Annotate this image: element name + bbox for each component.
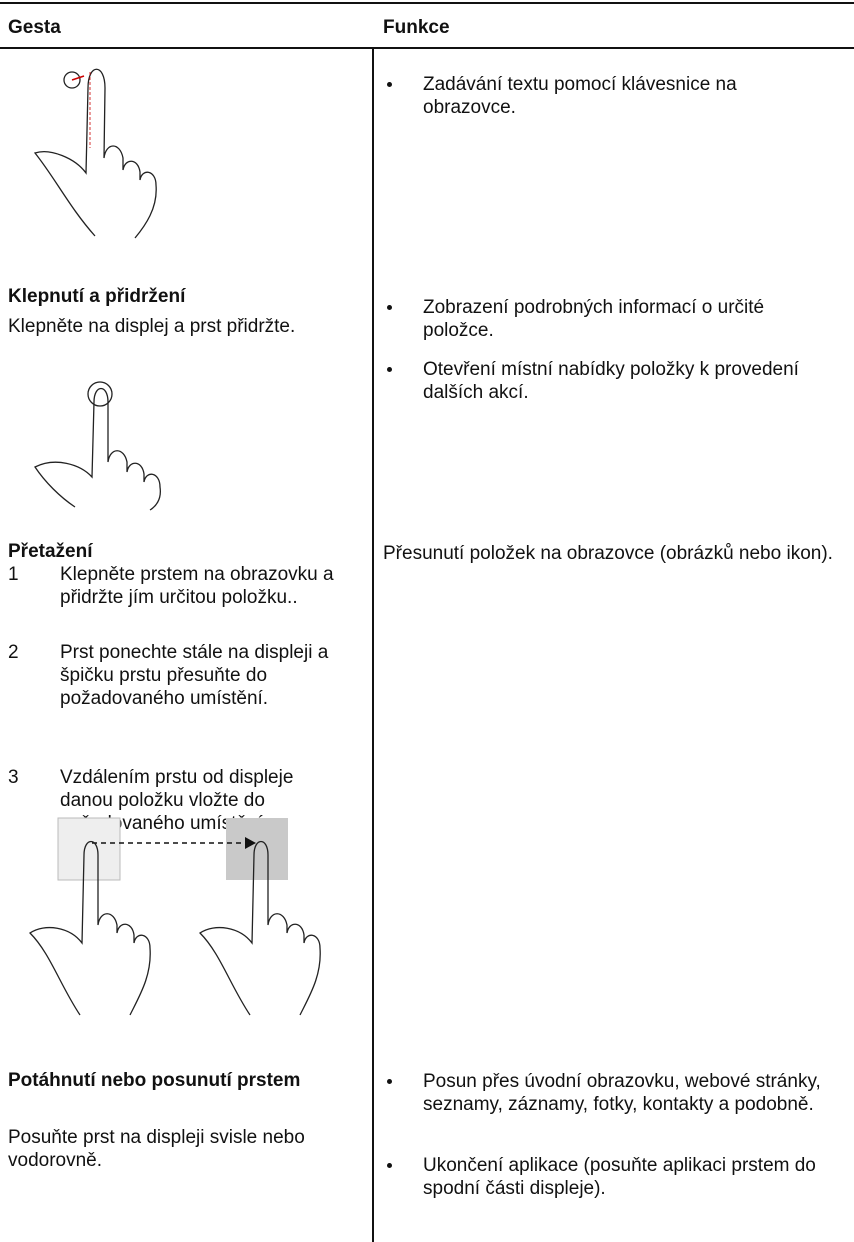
step-number: 1 <box>8 564 19 585</box>
gesture-title: Přetažení <box>8 541 93 562</box>
tap-image <box>33 68 157 239</box>
bullet <box>387 305 392 310</box>
gesture-title: Klepnutí a přidržení <box>8 286 186 307</box>
function-item: Posun přes úvodní obrazovku, webové strá… <box>423 1071 821 1115</box>
function-item: Otevření místní nabídky položky k proved… <box>423 359 799 403</box>
header-gesture: Gesta <box>8 17 61 38</box>
function-item: Zobrazení podrobných informací o určité … <box>423 297 765 341</box>
step-number: 3 <box>8 767 19 788</box>
drag-image <box>28 817 321 1016</box>
function-item: Ukončení aplikace (posuňte aplikaci prst… <box>423 1155 816 1199</box>
bullet <box>387 1079 392 1084</box>
bullet <box>387 367 392 372</box>
step-number: 2 <box>8 642 19 663</box>
function-text: Přesunutí položek na obrazovce (obrázků … <box>383 543 833 564</box>
gesture-description: Klepněte na displej a prst přidržte. <box>8 316 296 337</box>
column-divider <box>372 49 374 1242</box>
gesture-title: Potáhnutí nebo posunutí prstem <box>8 1070 301 1091</box>
header-rule <box>0 47 854 49</box>
hold-image <box>34 381 161 511</box>
function-item: Zadávání textu pomocí klávesnice na obra… <box>423 74 737 118</box>
header-function: Funkce <box>383 17 450 38</box>
top-rule <box>0 2 854 4</box>
gesture-description: Posuňte prst na displeji svisle nebo vod… <box>8 1127 305 1171</box>
bullet <box>387 1163 392 1168</box>
step-text: Prst ponechte stále na displeji a špičku… <box>60 642 329 709</box>
bullet <box>387 82 392 87</box>
step-text: Klepněte prstem na obrazovku a přidržte … <box>60 564 334 608</box>
